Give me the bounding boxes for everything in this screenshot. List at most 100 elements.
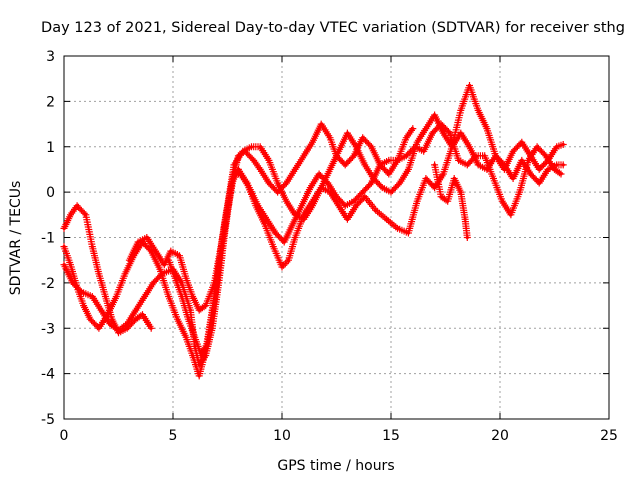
data-point [62, 263, 66, 267]
data-point [286, 258, 291, 262]
data-point [284, 181, 288, 185]
data-point [404, 154, 408, 158]
data-point [162, 263, 166, 267]
data-point [509, 213, 513, 217]
data-point [319, 186, 323, 190]
data-point [280, 265, 284, 269]
data-point [225, 208, 230, 212]
y-tick-label: -3 [41, 321, 55, 337]
data-point [310, 140, 315, 144]
data-point [361, 190, 365, 194]
data-point [561, 163, 565, 167]
data-point [424, 127, 428, 131]
series-track-6 [431, 161, 471, 241]
data-point [75, 285, 79, 289]
data-point [82, 304, 86, 308]
series-track-5 [165, 120, 565, 359]
data-point [184, 276, 188, 280]
data-point [134, 308, 138, 312]
data-point [167, 258, 171, 262]
data-point [561, 142, 565, 147]
data-point [249, 145, 254, 149]
data-point [494, 154, 498, 158]
data-point [212, 299, 216, 303]
data-point [537, 167, 541, 171]
data-point [123, 272, 127, 276]
y-tick-label: -1 [41, 231, 55, 247]
data-point [537, 181, 541, 185]
data-point [90, 294, 94, 299]
data-point [467, 145, 472, 149]
data-point [232, 172, 236, 176]
data-point [293, 235, 297, 240]
data-point [546, 167, 550, 171]
data-point [184, 335, 188, 339]
data-point [258, 145, 262, 149]
data-point [317, 172, 321, 176]
data-point [151, 281, 155, 285]
data-point [500, 199, 504, 203]
data-point [439, 195, 443, 199]
data-point [433, 113, 437, 117]
y-tick-label: 3 [46, 49, 55, 65]
data-point [467, 83, 472, 88]
data-point [267, 158, 271, 162]
data-point [180, 281, 184, 285]
data-point [68, 213, 73, 217]
data-point [302, 154, 306, 158]
data-point [374, 208, 378, 212]
data-point [395, 158, 400, 162]
data-point [406, 231, 410, 235]
data-point [143, 294, 147, 299]
data-point [378, 163, 382, 167]
data-point [310, 204, 315, 208]
data-point [387, 172, 391, 176]
y-tick-labels: -5 -4 -3 -2 -1 0 1 2 3 [41, 49, 55, 428]
data-point [398, 181, 402, 185]
data-point [180, 294, 184, 299]
data-point [345, 217, 349, 221]
data-point [345, 131, 349, 135]
data-point [302, 217, 306, 221]
data-point [328, 167, 332, 171]
data-point [199, 353, 203, 358]
data-point [526, 158, 530, 162]
data-point [406, 167, 410, 171]
data-point [282, 240, 286, 244]
data-point [256, 204, 260, 208]
data-point [191, 294, 195, 299]
data-point [465, 235, 469, 240]
data-point [97, 326, 101, 330]
data-point [149, 326, 153, 330]
data-point [239, 172, 243, 176]
data-point [352, 199, 356, 203]
data-point [284, 199, 288, 203]
data-point [555, 145, 559, 149]
data-point [90, 245, 94, 249]
data-point [441, 172, 445, 176]
y-tick-label: 1 [46, 140, 55, 156]
data-point [430, 131, 434, 135]
data-point [422, 149, 426, 153]
data-point [555, 163, 559, 167]
data-point [116, 331, 121, 335]
data-point [463, 217, 467, 221]
x-tick-label: 25 [600, 428, 618, 444]
data-point [476, 163, 480, 167]
data-point [154, 249, 158, 253]
data-point [369, 181, 373, 185]
chart-title: Day 123 of 2021, Sidereal Day-to-day VTE… [41, 20, 625, 36]
data-point [191, 353, 195, 358]
data-point [459, 131, 463, 135]
data-point [273, 231, 278, 235]
data-point [188, 308, 192, 312]
data-point [433, 186, 437, 190]
data-point [219, 254, 223, 258]
data-point [452, 176, 456, 181]
data-point [84, 213, 88, 217]
data-point [520, 140, 524, 144]
data-point [114, 294, 118, 299]
data-point [424, 176, 428, 181]
data-point [193, 335, 197, 339]
